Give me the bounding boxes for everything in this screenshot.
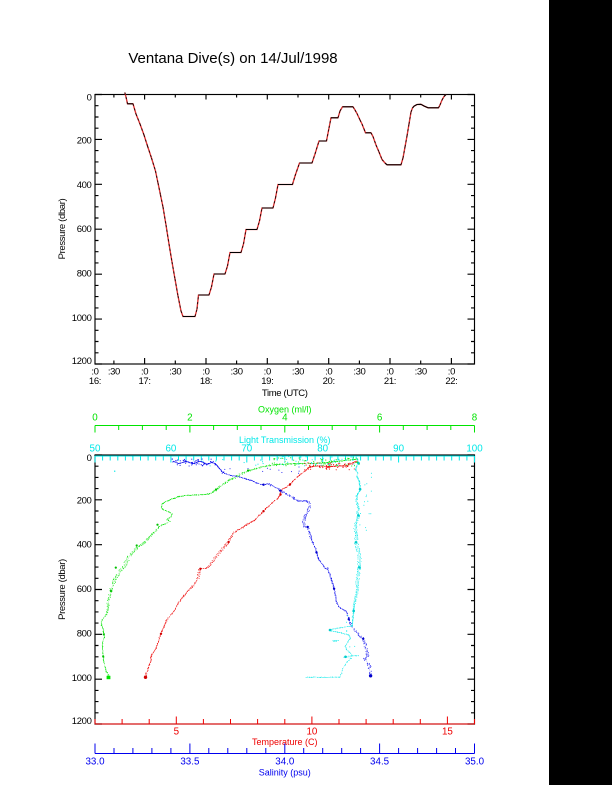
svg-text:600: 600 bbox=[77, 224, 92, 235]
svg-text:2: 2 bbox=[187, 413, 192, 424]
svg-text:1000: 1000 bbox=[72, 673, 92, 684]
svg-text:22:: 22: bbox=[445, 376, 457, 387]
svg-text:16:: 16: bbox=[89, 376, 101, 387]
svg-text::30: :30 bbox=[169, 367, 181, 378]
svg-text::0: :0 bbox=[91, 367, 98, 378]
svg-text:18:: 18: bbox=[200, 376, 212, 387]
svg-text:1200: 1200 bbox=[72, 356, 92, 367]
svg-text:4: 4 bbox=[282, 413, 288, 424]
svg-text:19:: 19: bbox=[261, 376, 273, 387]
svg-text:6: 6 bbox=[377, 413, 383, 424]
svg-text::0: :0 bbox=[202, 367, 209, 378]
svg-text:34.5: 34.5 bbox=[370, 757, 390, 768]
svg-text:Pressure (dbar): Pressure (dbar) bbox=[57, 198, 68, 259]
svg-text:1200: 1200 bbox=[72, 716, 92, 727]
svg-text:60: 60 bbox=[165, 444, 176, 455]
svg-text::30: :30 bbox=[292, 367, 304, 378]
svg-text:0: 0 bbox=[87, 93, 92, 104]
svg-text:100: 100 bbox=[466, 444, 483, 455]
svg-text:5: 5 bbox=[174, 726, 180, 737]
svg-text:80: 80 bbox=[317, 444, 328, 455]
svg-text:Oxygen (ml/l): Oxygen (ml/l) bbox=[258, 405, 312, 415]
svg-text:34.0: 34.0 bbox=[275, 757, 295, 768]
svg-text:Temperature (C): Temperature (C) bbox=[252, 737, 318, 747]
svg-text:Salinity (psu): Salinity (psu) bbox=[259, 768, 311, 778]
svg-text:21:: 21: bbox=[384, 376, 396, 387]
svg-text:33.0: 33.0 bbox=[85, 757, 105, 768]
svg-text::0: :0 bbox=[325, 367, 332, 378]
svg-text::30: :30 bbox=[231, 367, 243, 378]
svg-text::0: :0 bbox=[386, 367, 393, 378]
svg-text:10: 10 bbox=[306, 726, 317, 737]
svg-text:Ventana Dive(s) on 14/Jul/1998: Ventana Dive(s) on 14/Jul/1998 bbox=[128, 50, 337, 67]
svg-text::30: :30 bbox=[415, 367, 427, 378]
svg-text:33.5: 33.5 bbox=[180, 757, 200, 768]
svg-text::0: :0 bbox=[264, 367, 271, 378]
svg-text:90: 90 bbox=[393, 444, 404, 455]
svg-text::30: :30 bbox=[108, 367, 120, 378]
svg-text:50: 50 bbox=[90, 444, 101, 455]
svg-text:1000: 1000 bbox=[72, 313, 92, 324]
svg-text:35.0: 35.0 bbox=[465, 757, 485, 768]
svg-text::30: :30 bbox=[353, 367, 365, 378]
svg-text:Pressure (dbar): Pressure (dbar) bbox=[57, 559, 68, 620]
svg-text::0: :0 bbox=[141, 367, 148, 378]
svg-text:17:: 17: bbox=[139, 376, 151, 387]
svg-text::0: :0 bbox=[448, 367, 455, 378]
svg-text:200: 200 bbox=[77, 495, 92, 506]
svg-text:200: 200 bbox=[77, 136, 92, 147]
svg-text:70: 70 bbox=[241, 444, 252, 455]
svg-text:Light Transmission (%): Light Transmission (%) bbox=[239, 435, 331, 445]
svg-text:8: 8 bbox=[472, 413, 478, 424]
svg-text:Time (UTC): Time (UTC) bbox=[262, 388, 308, 399]
svg-text:600: 600 bbox=[77, 584, 92, 595]
svg-text:800: 800 bbox=[77, 268, 92, 279]
svg-text:15: 15 bbox=[442, 726, 453, 737]
svg-text:400: 400 bbox=[77, 180, 92, 191]
svg-text:800: 800 bbox=[77, 629, 92, 640]
svg-text:0: 0 bbox=[87, 453, 92, 464]
svg-text:20:: 20: bbox=[323, 376, 335, 387]
svg-text:400: 400 bbox=[77, 540, 92, 551]
svg-text:0: 0 bbox=[92, 413, 98, 424]
